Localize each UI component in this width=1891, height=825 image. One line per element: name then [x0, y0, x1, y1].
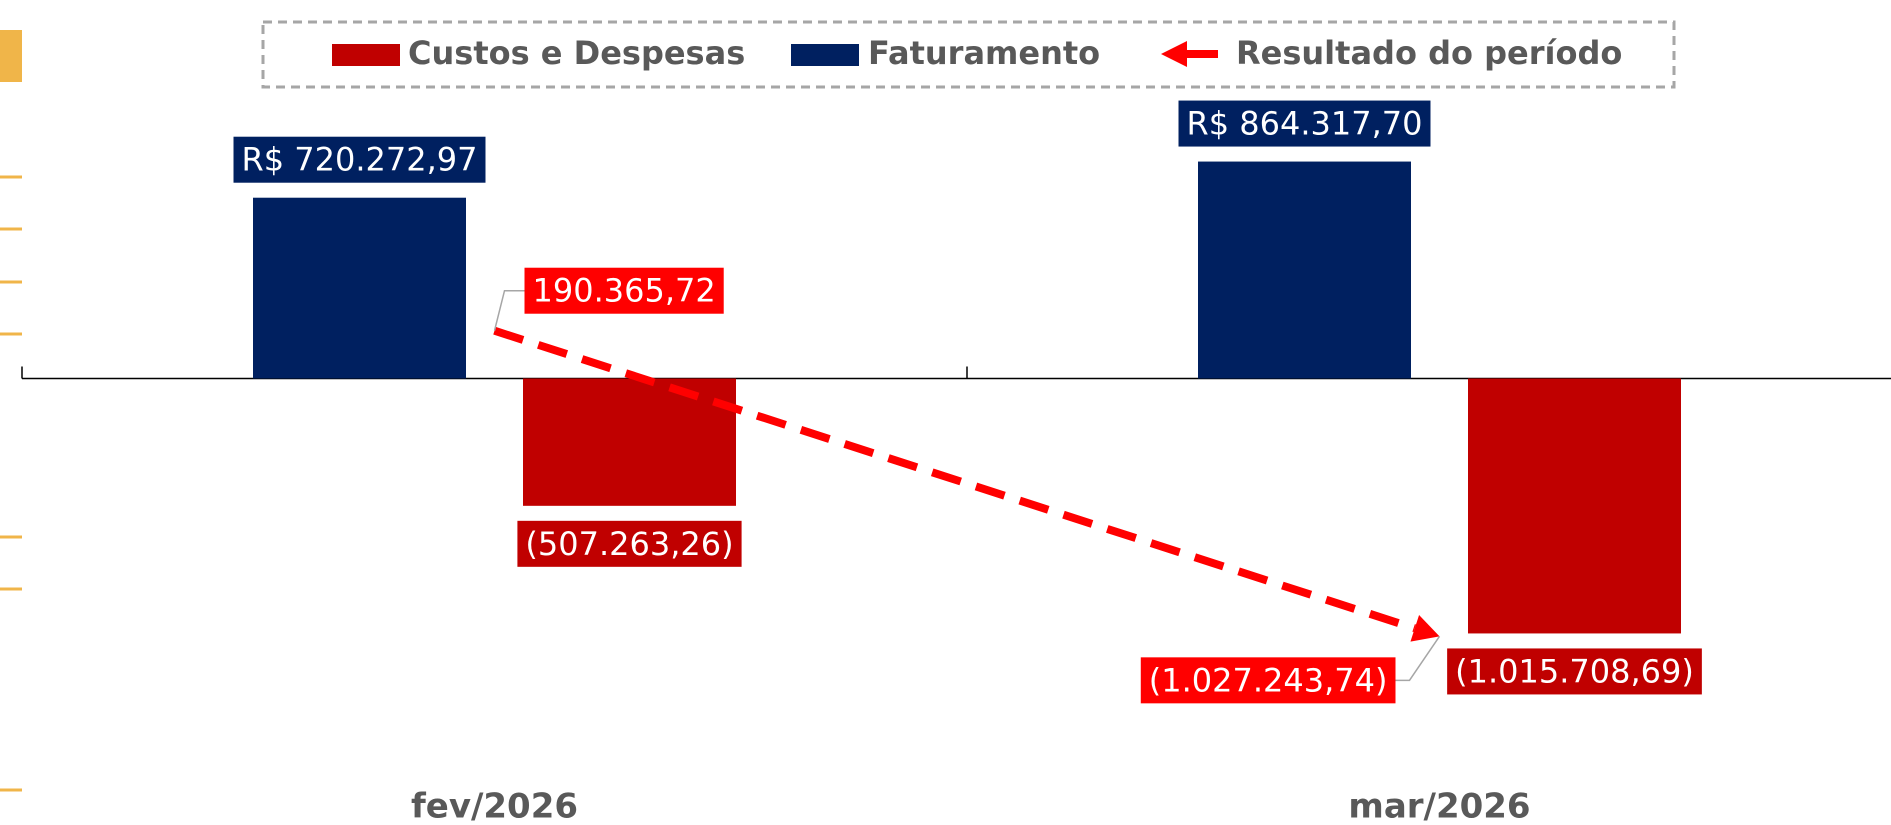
data-label: R$ 720.272,97: [242, 141, 478, 179]
line-arrowhead: [1410, 615, 1440, 642]
side-decoration: [0, 175, 22, 792]
side-marker: [0, 30, 22, 82]
legend-swatch: [332, 44, 400, 66]
bar: [523, 378, 736, 506]
data-label-box: [524, 267, 724, 314]
data-label: 190.365,72: [533, 272, 716, 310]
bar: [1198, 161, 1411, 379]
leader-line: [493, 289, 525, 331]
data-label-box: [517, 520, 742, 567]
line: [493, 326, 1416, 633]
data-label: R$ 864.317,70: [1187, 105, 1423, 143]
leader-line: [1395, 635, 1441, 682]
legend-box: [261, 20, 1676, 89]
data-label: (1.027.243,74): [1149, 661, 1388, 699]
bar: [253, 197, 466, 379]
legend-label: Faturamento: [868, 34, 1100, 72]
data-label-box: [1178, 100, 1431, 147]
x-tick-label: mar/2026: [1348, 787, 1530, 825]
x-tick-label: fev/2026: [411, 787, 578, 825]
bar: [1468, 378, 1681, 634]
data-label-box: [1140, 657, 1396, 704]
legend-label: Resultado do período: [1236, 34, 1622, 72]
data-label: (1.015.708,69): [1455, 652, 1694, 690]
data-label-box: [233, 136, 486, 183]
legend-swatch: [791, 44, 859, 66]
data-label: (507.263,26): [525, 525, 733, 563]
data-label-box: [1447, 648, 1702, 695]
legend-label: Custos e Despesas: [408, 34, 745, 72]
legend-swatch: [1161, 41, 1187, 67]
